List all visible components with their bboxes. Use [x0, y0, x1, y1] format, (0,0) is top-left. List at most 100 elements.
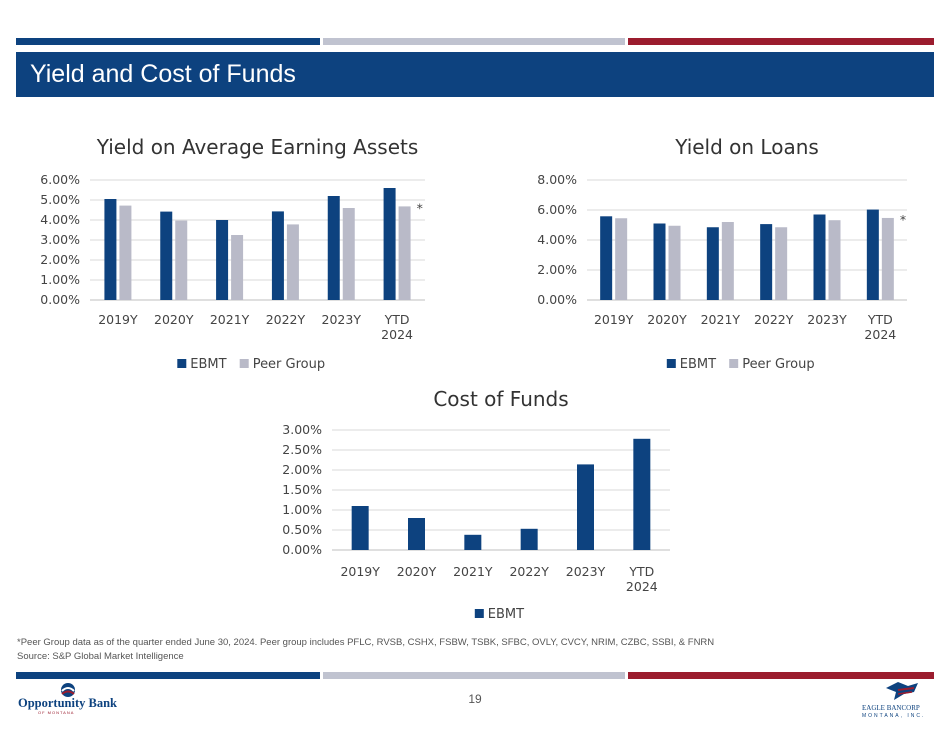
bar-ebmt	[653, 223, 666, 300]
page-number: 19	[468, 692, 482, 706]
y-tick-label: 0.00%	[537, 292, 577, 307]
bar-ebmt	[866, 209, 879, 300]
legend-swatch	[666, 359, 676, 368]
top-stripe-navy	[16, 38, 320, 45]
x-tick-label: 2021Y	[453, 564, 493, 579]
x-tick-label: 2022Y	[509, 564, 549, 579]
x-tick-label: 2019Y	[594, 312, 634, 327]
opportunity-bank-logo: Opportunity Bank OF MONTANA	[18, 682, 118, 716]
x-tick-label: 2022Y	[266, 312, 306, 327]
x-tick-label: 2023Y	[807, 312, 847, 327]
bar-peer-group	[342, 208, 355, 300]
x-tick-label: 2024	[626, 579, 658, 594]
bar-peer-group	[231, 235, 244, 300]
y-tick-label: 3.00%	[282, 422, 322, 437]
legend-swatch	[729, 359, 739, 368]
legend-label: EBMT	[190, 357, 226, 372]
bar-peer-group	[668, 225, 681, 300]
bar-ebmt	[633, 438, 651, 550]
legend-swatch	[474, 609, 484, 618]
eagle-flag-icon	[886, 682, 918, 700]
legend-label: Peer Group	[742, 357, 814, 372]
x-tick-label: YTD	[867, 312, 893, 327]
y-tick-label: 6.00%	[537, 202, 577, 217]
y-tick-label: 0.00%	[282, 542, 322, 557]
bar-peer-group	[398, 206, 411, 300]
x-tick-label: 2021Y	[701, 312, 741, 327]
title-bar: Yield and Cost of Funds	[16, 52, 934, 97]
eagle-bancorp-logo: EAGLE BANCORP MONTANA, INC.	[858, 680, 938, 720]
y-tick-label: 5.00%	[40, 192, 80, 207]
source-footnote: Source: S&P Global Market Intelligence	[17, 651, 184, 662]
x-tick-label: 2021Y	[210, 312, 250, 327]
y-tick-label: 0.00%	[40, 292, 80, 307]
y-tick-label: 3.00%	[40, 232, 80, 247]
bar-ebmt	[383, 188, 396, 300]
opportunity-bank-name: Opportunity Bank	[18, 696, 117, 710]
y-tick-label: 2.50%	[282, 442, 322, 457]
bar-peer-group	[881, 217, 894, 300]
bar-ebmt	[104, 199, 117, 300]
x-tick-label: 2023Y	[322, 312, 362, 327]
chart-yield-on-loans: Yield on Loans 0.00% 2.00% 4.00% 6.00% 8.00% 2…	[515, 126, 935, 386]
peer-group-footnote: *Peer Group data as of the quarter ended…	[17, 637, 715, 648]
chart-yield-earning-assets: Yield on Average Earning Assets 0.00% 1.00…	[30, 126, 450, 386]
top-stripe-gray	[323, 38, 625, 45]
peer-annotation: *	[900, 212, 906, 227]
chart-cost-of-funds-svg: Cost of Funds 0.00% 0.50% 1.00% 1.50% 2.00% 2.…	[282, 387, 670, 622]
x-tick-label: 2024	[381, 327, 413, 342]
bar-peer-group	[119, 205, 132, 300]
peer-annotation: *	[417, 200, 423, 215]
bar-ebmt	[706, 227, 719, 300]
bottom-stripe-red	[628, 672, 934, 679]
bar-ebmt	[813, 214, 826, 300]
y-tick-label: 1.50%	[282, 482, 322, 497]
x-tick-label: 2019Y	[98, 312, 138, 327]
y-tick-label: 4.00%	[40, 212, 80, 227]
legend-label: EBMT	[680, 357, 716, 372]
bar-ebmt	[408, 518, 425, 550]
x-tick-label: 2022Y	[754, 312, 794, 327]
chart-yield-on-loans-svg: Yield on Loans 0.00% 2.00% 4.00% 6.00% 8.00% 2…	[537, 135, 907, 372]
bar-peer-group	[775, 227, 788, 300]
bar-peer-group	[175, 220, 188, 300]
y-tick-label: 6.00%	[40, 172, 80, 187]
legend-swatch	[177, 359, 187, 368]
y-tick-label: 1.00%	[282, 502, 322, 517]
bar-ebmt	[351, 506, 369, 550]
bar-peer-group	[615, 218, 628, 300]
bar-peer-group	[828, 220, 841, 300]
chart-title: Yield on Loans	[674, 135, 819, 159]
y-tick-label: 2.00%	[537, 262, 577, 277]
y-tick-label: 1.00%	[40, 272, 80, 287]
chart-title: Cost of Funds	[433, 387, 568, 411]
bar-ebmt	[464, 534, 482, 550]
bottom-stripe-gray	[323, 672, 625, 679]
opportunity-bank-sub: OF MONTANA	[38, 710, 75, 715]
bar-ebmt	[271, 211, 284, 300]
bar-peer-group	[286, 224, 299, 300]
x-tick-label: YTD	[628, 564, 654, 579]
legend-label: EBMT	[488, 607, 524, 622]
x-tick-label: 2020Y	[647, 312, 687, 327]
bottom-stripe-navy	[16, 672, 320, 679]
y-tick-label: 8.00%	[537, 172, 577, 187]
chart-title: Yield on Average Earning Assets	[96, 135, 419, 159]
y-tick-label: 2.00%	[282, 462, 322, 477]
eagle-bancorp-name: EAGLE BANCORP	[862, 704, 920, 712]
x-tick-label: 2024	[864, 327, 896, 342]
top-stripe-red	[628, 38, 934, 45]
bar-ebmt	[520, 528, 538, 550]
legend-swatch	[239, 359, 249, 368]
x-tick-label: 2023Y	[566, 564, 606, 579]
bar-ebmt	[577, 464, 594, 550]
bar-ebmt	[760, 224, 773, 300]
x-tick-label: 2020Y	[397, 564, 437, 579]
eagle-bancorp-sub: MONTANA, INC.	[862, 713, 926, 719]
chart-yield-earning-assets-svg: Yield on Average Earning Assets 0.00% 1.00…	[40, 135, 425, 372]
bar-ebmt	[600, 216, 613, 300]
y-tick-label: 2.00%	[40, 252, 80, 267]
chart-cost-of-funds: Cost of Funds 0.00% 0.50% 1.00% 1.50% 2.00% 2.…	[270, 378, 690, 628]
bar-peer-group	[721, 222, 734, 300]
x-tick-label: 2019Y	[340, 564, 380, 579]
